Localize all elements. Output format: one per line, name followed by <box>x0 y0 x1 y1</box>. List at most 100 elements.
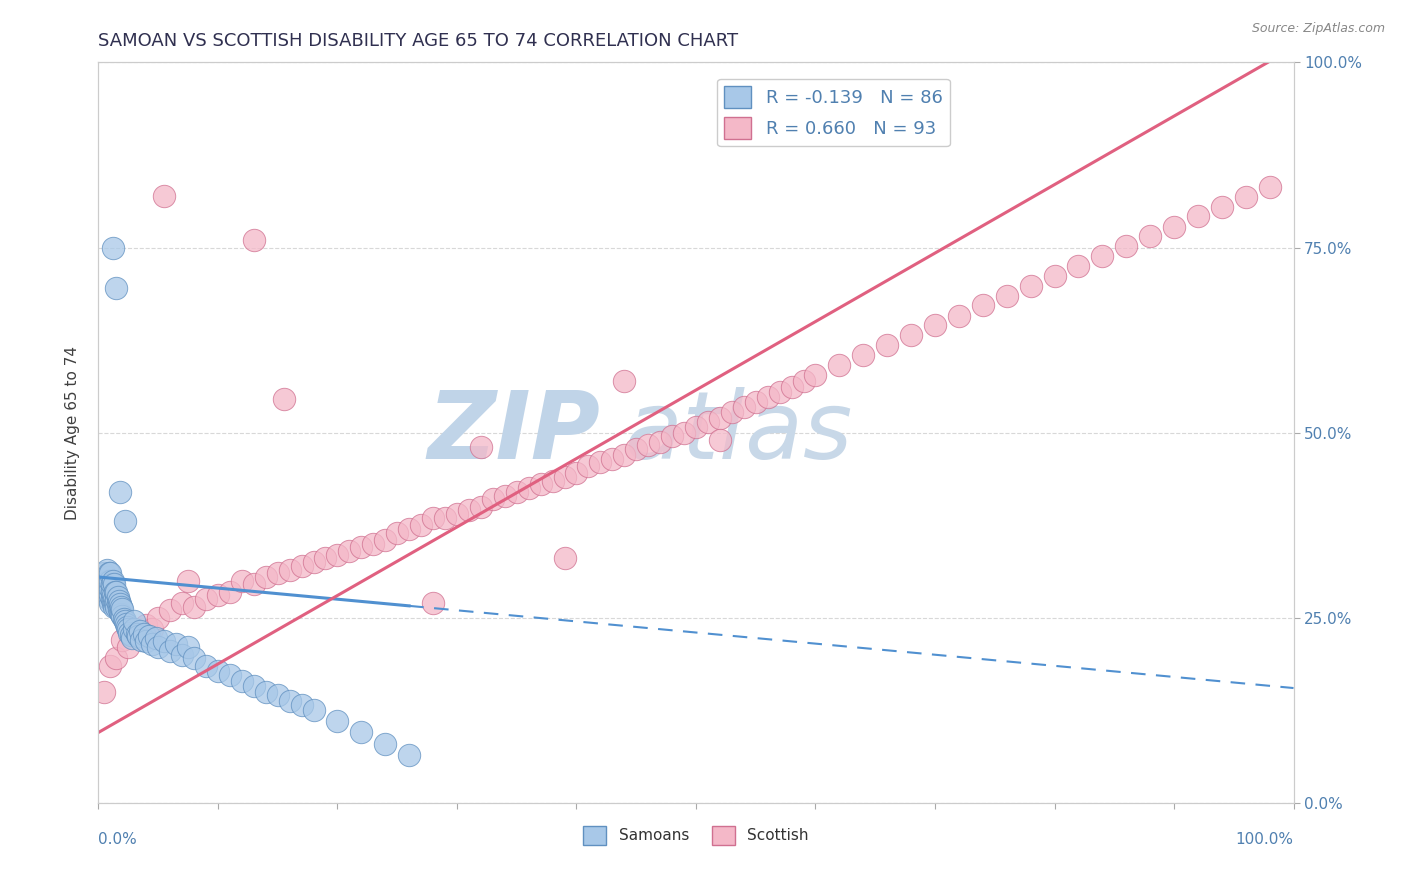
Point <box>105 281 128 295</box>
Point <box>948 309 970 323</box>
Point <box>470 441 492 455</box>
Point <box>709 410 731 425</box>
Point <box>120 628 142 642</box>
Point <box>101 240 124 255</box>
Point <box>254 685 277 699</box>
Text: atlas: atlas <box>624 387 852 478</box>
Point <box>273 392 295 407</box>
Point <box>98 584 121 599</box>
Point <box>494 489 516 503</box>
Point <box>207 589 229 603</box>
Point <box>107 598 129 612</box>
Point <box>97 581 120 595</box>
Point <box>129 629 152 643</box>
Point <box>115 619 138 633</box>
Text: 100.0%: 100.0% <box>1236 832 1294 847</box>
Point <box>105 599 128 614</box>
Point <box>124 625 146 640</box>
Point <box>446 507 468 521</box>
Point <box>589 455 612 469</box>
Point <box>1067 259 1090 273</box>
Text: Source: ZipAtlas.com: Source: ZipAtlas.com <box>1251 22 1385 36</box>
Point <box>110 607 132 621</box>
Point <box>103 599 125 614</box>
Point <box>107 602 129 616</box>
Point <box>745 394 768 409</box>
Point <box>637 438 659 452</box>
Point <box>804 368 827 382</box>
Point <box>145 632 167 646</box>
Point <box>1091 249 1114 263</box>
Point <box>124 622 146 636</box>
Point <box>93 574 115 588</box>
Point <box>302 703 325 717</box>
Point <box>995 288 1018 302</box>
Point <box>101 596 124 610</box>
Point <box>96 584 118 599</box>
Point <box>267 566 290 581</box>
Point <box>115 616 138 631</box>
Point <box>648 434 672 449</box>
Point <box>127 629 149 643</box>
Point <box>117 640 139 655</box>
Point <box>339 544 361 558</box>
Point <box>876 338 898 352</box>
Text: ZIP: ZIP <box>427 386 600 479</box>
Point <box>554 551 576 566</box>
Point <box>374 737 396 751</box>
Point <box>578 458 600 473</box>
Point <box>972 298 994 312</box>
Point <box>326 714 349 729</box>
Point <box>153 634 176 648</box>
Point <box>108 605 131 619</box>
Point <box>172 596 194 610</box>
Point <box>900 327 922 342</box>
Point <box>96 570 118 584</box>
Point <box>793 374 815 388</box>
Point <box>105 651 128 665</box>
Point <box>554 470 576 484</box>
Point <box>470 500 492 514</box>
Point <box>138 629 160 643</box>
Point <box>768 384 790 399</box>
Point <box>291 558 314 573</box>
Point <box>148 640 170 655</box>
Point <box>141 637 163 651</box>
Point <box>254 570 277 584</box>
Point <box>124 615 146 629</box>
Point <box>177 574 200 588</box>
Point <box>626 442 648 456</box>
Point <box>506 484 529 499</box>
Point <box>673 425 696 440</box>
Point <box>530 477 553 491</box>
Point <box>243 233 266 247</box>
Point <box>302 555 325 569</box>
Point <box>709 433 731 447</box>
Point <box>350 725 373 739</box>
Point <box>434 510 457 524</box>
Point <box>1187 210 1209 224</box>
Point <box>1258 179 1281 194</box>
Point <box>110 599 132 614</box>
Point <box>613 374 636 388</box>
Point <box>411 518 433 533</box>
Point <box>315 551 337 566</box>
Point <box>733 400 755 414</box>
Point <box>103 592 125 607</box>
Point <box>780 380 803 394</box>
Legend: Samoans, Scottish: Samoans, Scottish <box>578 820 814 851</box>
Point <box>108 598 131 612</box>
Point <box>98 596 122 610</box>
Point <box>111 609 134 624</box>
Point <box>107 594 129 608</box>
Text: SAMOAN VS SCOTTISH DISABILITY AGE 65 TO 74 CORRELATION CHART: SAMOAN VS SCOTTISH DISABILITY AGE 65 TO … <box>98 32 738 50</box>
Point <box>148 610 170 624</box>
Point <box>93 566 115 581</box>
Point <box>141 622 163 636</box>
Point <box>828 358 851 372</box>
Point <box>93 685 115 699</box>
Point <box>98 592 121 607</box>
Point <box>195 592 218 607</box>
Point <box>98 581 122 595</box>
Point <box>96 563 118 577</box>
